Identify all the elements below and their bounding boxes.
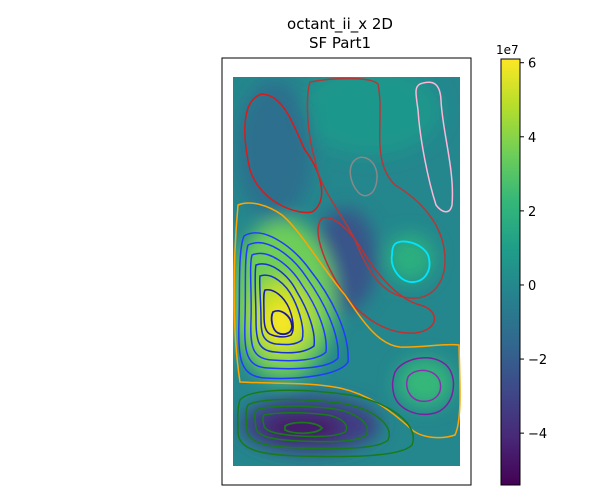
contour-max-ring-1 bbox=[238, 232, 349, 380]
colorbar-ticks: 6 4 2 0 −2 −4 bbox=[520, 57, 547, 442]
contour-min-ring-1 bbox=[237, 389, 415, 458]
contour-lines bbox=[233, 77, 461, 458]
contour-min-ring-4 bbox=[262, 412, 348, 438]
min2-blob bbox=[397, 359, 453, 407]
contour-max-ring-5 bbox=[258, 274, 304, 346]
colorbar-tick-label: 0 bbox=[528, 279, 536, 294]
contour-pink bbox=[415, 81, 454, 213]
chart-title-line1: octant_ii_x 2D bbox=[287, 15, 393, 33]
contour-max-ring-2 bbox=[244, 242, 339, 370]
contour-orange bbox=[233, 202, 461, 439]
chart-title-line2: SF Part1 bbox=[308, 34, 372, 52]
contour-min-ring-5 bbox=[284, 421, 324, 435]
contour-upper-right bbox=[306, 77, 446, 299]
contour-grey bbox=[349, 156, 378, 197]
contour-max-ring-4 bbox=[254, 263, 316, 354]
contour-min-ring-2 bbox=[245, 398, 390, 450]
colorbar: 1e7 6 4 2 0 −2 −4 bbox=[496, 43, 547, 486]
contour-min-ring-3 bbox=[254, 405, 369, 443]
contour-max-ring-7 bbox=[270, 310, 293, 336]
right-blob bbox=[386, 234, 434, 282]
contour-purple-inner bbox=[406, 369, 442, 403]
contour-cyan bbox=[390, 240, 431, 283]
colorbar-tick-label: 2 bbox=[528, 205, 536, 220]
upper-right-blob bbox=[300, 77, 440, 155]
colorbar-tick-label: 4 bbox=[528, 131, 536, 146]
colorbar-tick-label: −2 bbox=[528, 353, 547, 368]
colorbar-gradient bbox=[500, 58, 521, 486]
contour-upper-left bbox=[244, 93, 323, 214]
contour-max-ring-6 bbox=[263, 289, 294, 338]
heatmap-field bbox=[233, 77, 460, 466]
contour-max-ring-3 bbox=[249, 252, 327, 362]
colorbar-multiplier: 1e7 bbox=[496, 43, 519, 57]
upper-left-blob bbox=[237, 80, 313, 220]
colorbar-tick-label: −4 bbox=[528, 427, 547, 442]
contour-center bbox=[317, 217, 436, 334]
contour-purple-outer bbox=[391, 357, 455, 415]
colorbar-tick-label: 6 bbox=[528, 57, 536, 72]
